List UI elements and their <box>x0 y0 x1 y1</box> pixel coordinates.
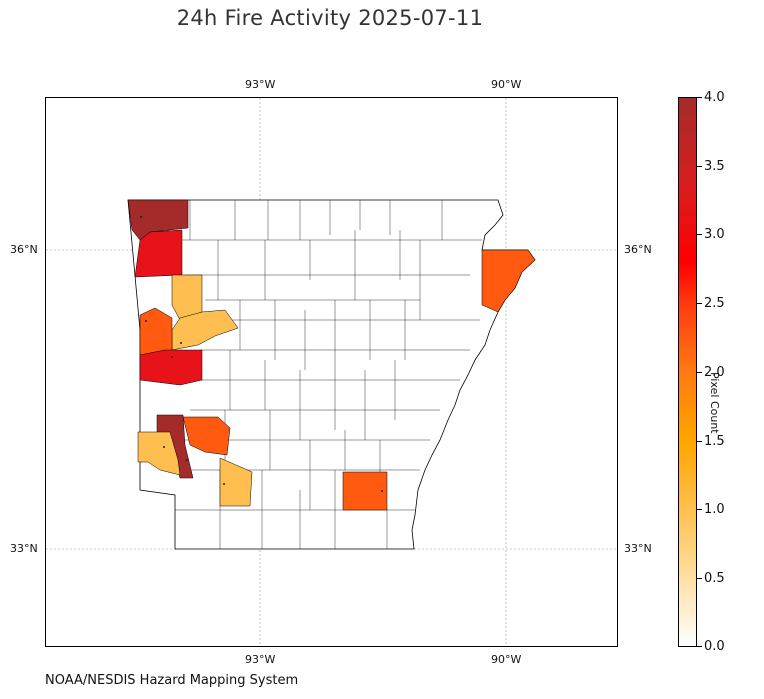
lon-tick-top-90w: 90°W <box>491 78 522 91</box>
colorbar-label-3: 3.0 <box>704 227 725 242</box>
fire-point <box>171 356 173 358</box>
colorbar-tick <box>697 303 702 304</box>
county-sevier <box>137 431 181 476</box>
county-washington <box>134 229 183 278</box>
colorbar-label-0: 0.0 <box>704 639 725 654</box>
colorbar-tick <box>697 509 702 510</box>
fire-counties <box>127 199 536 511</box>
lat-tick-left-33n: 33°N <box>10 542 38 555</box>
colorbar-label-1-5: 1.5 <box>704 434 725 449</box>
county-scott <box>139 349 203 386</box>
county-lincoln <box>342 471 388 511</box>
colorbar <box>678 97 697 647</box>
fire-point <box>163 446 165 448</box>
county-pike <box>219 457 253 507</box>
fire-point <box>186 459 188 461</box>
colorbar-tick <box>697 97 702 98</box>
colorbar-tick <box>697 166 702 167</box>
source-credit: NOAA/NESDIS Hazard Mapping System <box>45 673 299 688</box>
lat-tick-right-36n: 36°N <box>624 243 652 256</box>
fire-point <box>223 483 225 485</box>
colorbar-label-3-5: 3.5 <box>704 159 725 174</box>
lat-tick-right-33n: 33°N <box>624 542 652 555</box>
colorbar-label-2: 2.0 <box>704 365 725 380</box>
county-franklin <box>171 309 239 351</box>
colorbar-tick <box>697 234 702 235</box>
lon-tick-bottom-90w: 90°W <box>491 653 522 666</box>
colorbar-tick <box>697 372 702 373</box>
lon-tick-top-93w: 93°W <box>245 78 276 91</box>
lat-tick-left-36n: 36°N <box>10 243 38 256</box>
colorbar-label-2-5: 2.5 <box>704 296 725 311</box>
county-montgomery <box>182 416 231 456</box>
colorbar-label-1: 1.0 <box>704 502 725 517</box>
colorbar-title: Pixel Count <box>708 372 721 434</box>
county-lines <box>175 200 482 549</box>
colorbar-tick <box>697 441 702 442</box>
county-clay <box>481 249 536 313</box>
colorbar-tick <box>697 578 702 579</box>
fire-point <box>381 490 383 492</box>
colorbar-label-4: 4.0 <box>704 90 725 105</box>
fire-point <box>145 320 147 322</box>
fire-points <box>140 216 383 492</box>
map-title: 24h Fire Activity 2025-07-11 <box>176 6 484 30</box>
fire-point <box>140 216 142 218</box>
lon-tick-bottom-93w: 93°W <box>245 653 276 666</box>
colorbar-label-0-5: 0.5 <box>704 571 725 586</box>
fire-point <box>180 342 182 344</box>
county-sebastian <box>139 307 173 356</box>
colorbar-tick <box>697 646 702 647</box>
